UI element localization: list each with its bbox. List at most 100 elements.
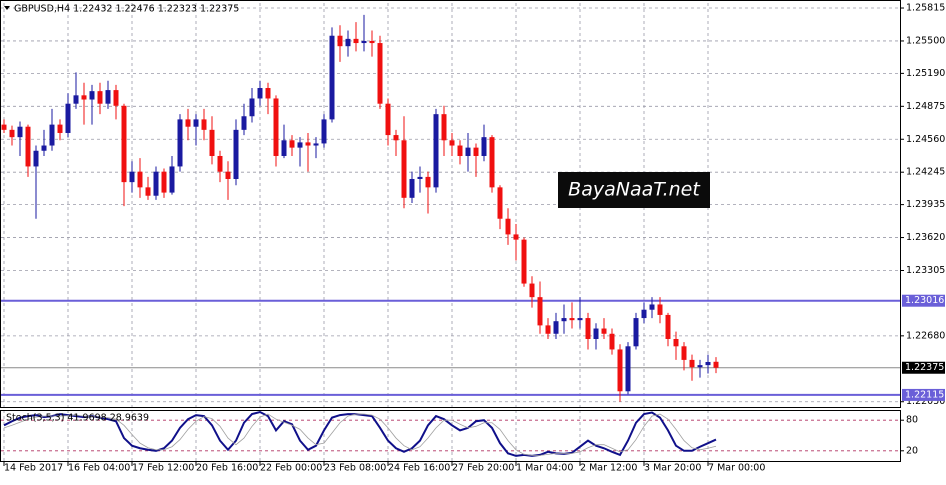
candle-body xyxy=(617,349,623,392)
candle-body xyxy=(697,365,703,368)
candle-body xyxy=(233,129,239,179)
candle-body xyxy=(473,147,479,156)
candle-body xyxy=(577,318,583,321)
candle-body xyxy=(9,129,15,138)
candle-body xyxy=(369,40,375,44)
candle-body xyxy=(25,126,31,167)
y-tick-label: 1.24560 xyxy=(906,134,945,145)
y-tick-label: 1.25815 xyxy=(906,3,945,14)
y-tick-label: 1.23620 xyxy=(906,232,945,243)
candle-body xyxy=(265,88,271,99)
candle-body xyxy=(73,95,79,104)
candle-body xyxy=(649,304,655,310)
candle-body xyxy=(153,171,159,196)
indicator-tick-label: 80 xyxy=(906,415,918,426)
watermark: BayaNaaT.net xyxy=(568,179,701,201)
candle-body xyxy=(537,297,543,326)
candle-body xyxy=(633,318,639,347)
chart-title: GBPUSD,H4 1.22432 1.22476 1.22323 1.2237… xyxy=(14,4,239,15)
candle-body xyxy=(185,119,191,127)
candle-body xyxy=(297,142,303,148)
x-tick-label: 2 Mar 12:00 xyxy=(580,463,637,474)
candle-body xyxy=(177,119,183,167)
candle-body xyxy=(561,318,567,322)
candle-body xyxy=(569,318,575,321)
candle-body xyxy=(665,314,671,339)
candle-body xyxy=(129,171,135,183)
candle-body xyxy=(345,38,351,47)
candle-body xyxy=(169,166,175,193)
candle-body xyxy=(409,178,415,198)
y-tick-label: 1.22680 xyxy=(906,330,945,341)
y-tick-label: 1.25190 xyxy=(906,68,945,79)
candle-body xyxy=(385,103,391,136)
x-tick-label: 7 Mar 00:00 xyxy=(708,463,765,474)
candle-body xyxy=(257,88,263,99)
y-tick-label: 1.25500 xyxy=(906,35,945,46)
level-label-box xyxy=(902,294,945,307)
plot-layer xyxy=(1,3,904,461)
candle-body xyxy=(425,176,431,188)
candle-body xyxy=(65,103,71,133)
candle-body xyxy=(353,38,359,44)
candle-body xyxy=(705,361,711,366)
candle-body xyxy=(449,140,455,146)
y-tick-label: 1.24875 xyxy=(906,101,945,112)
candle-body xyxy=(521,239,527,284)
y-tick-label: 1.23305 xyxy=(906,265,945,276)
candle-body xyxy=(417,176,423,179)
candle-body xyxy=(121,105,127,183)
x-tick-label: 24 Feb 16:00 xyxy=(388,463,450,474)
candle-body xyxy=(33,150,39,167)
x-tick-label: 3 Mar 20:00 xyxy=(644,463,701,474)
candle-body xyxy=(217,155,223,172)
indicator-tick-label: 20 xyxy=(906,445,918,456)
indicator-line xyxy=(3,410,717,457)
y-tick-label: 1.23935 xyxy=(906,199,945,210)
candle-body xyxy=(553,321,559,334)
x-tick-label: 16 Feb 04:00 xyxy=(68,463,130,474)
candle-body xyxy=(97,91,103,104)
candle-body xyxy=(305,142,311,146)
x-tick-label: 17 Feb 12:00 xyxy=(132,463,194,474)
candle-body xyxy=(17,126,23,138)
x-tick-label: 27 Feb 20:00 xyxy=(452,463,514,474)
candle-body xyxy=(41,145,47,151)
candle-body xyxy=(489,137,495,188)
candle-body xyxy=(113,90,119,106)
y-tick-label: 1.24245 xyxy=(906,167,945,178)
candle-body xyxy=(337,35,343,47)
y-tick-label: 1.22050 xyxy=(906,396,945,407)
candle-body xyxy=(689,359,695,368)
watermark-box xyxy=(558,172,710,208)
level-label: 1.22115 xyxy=(905,389,944,400)
candle-body xyxy=(161,171,167,193)
x-tick-label: 14 Feb 2017 xyxy=(4,463,63,474)
candle-body xyxy=(89,91,95,100)
candle-body xyxy=(441,114,447,141)
candle-body xyxy=(137,171,143,188)
menu-arrow[interactable] xyxy=(4,6,10,10)
candle-body xyxy=(313,143,319,146)
candle-body xyxy=(505,218,511,235)
candle-body xyxy=(657,304,663,315)
candle-body xyxy=(377,43,383,104)
candle-body xyxy=(321,119,327,144)
candle-body xyxy=(225,171,231,179)
candle-body xyxy=(393,135,399,141)
candle-body xyxy=(105,90,111,104)
candle-body xyxy=(481,137,487,156)
indicator-frame xyxy=(0,410,901,462)
candle-body xyxy=(641,309,647,319)
level-label: 1.23016 xyxy=(905,295,944,306)
indicator-label: Stoch(3,5,3) 41.9698 28.9639 xyxy=(6,413,149,424)
candle-body xyxy=(545,325,551,334)
x-tick-label: 1 Mar 04:00 xyxy=(516,463,573,474)
candle-body xyxy=(593,328,599,339)
candle-body xyxy=(57,124,63,133)
price-label-box xyxy=(902,361,945,374)
candle-body xyxy=(713,361,719,368)
